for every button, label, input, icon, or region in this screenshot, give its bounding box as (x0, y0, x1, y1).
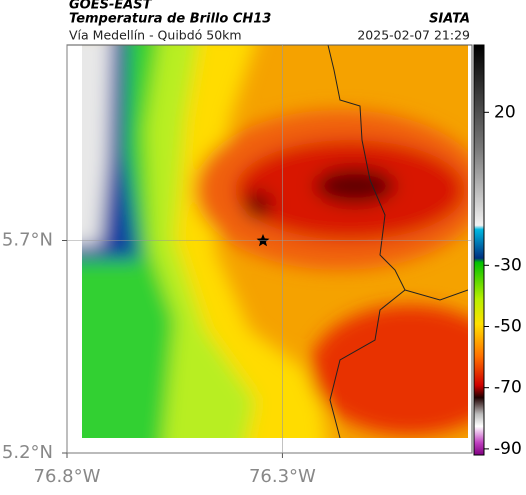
temperature-field (82, 45, 468, 438)
station-marker (256, 234, 270, 247)
region: Vía Medellín - Quibdó 50km (69, 28, 242, 43)
colorbar-tick-label: -70 (494, 378, 522, 398)
hot-core-2 (244, 191, 272, 219)
colorbar-tick-label: -90 (494, 439, 522, 459)
x-tick-label: 76.8°W (34, 466, 101, 487)
colorbar-tick-label: 20 (494, 102, 516, 122)
hot-zone-south (310, 305, 468, 435)
y-tick-label: 5.7°N (2, 230, 53, 251)
hot-core (315, 168, 395, 204)
borders (327, 45, 468, 438)
y-tick-label: 5.2°N (2, 442, 53, 463)
satellite: GOES-EAST (69, 0, 153, 13)
border-line (327, 45, 406, 438)
product: Temperatura de Brillo CH13 (69, 12, 271, 27)
datetime: 2025-02-07 21:29 (357, 28, 470, 43)
colorbar-tick-label: -50 (494, 316, 522, 336)
source: SIATA (429, 12, 470, 27)
empty-band (82, 438, 468, 453)
x-tick-label: 76.3°W (249, 466, 316, 487)
border-line (404, 289, 468, 301)
field-shapes (82, 45, 468, 438)
colorbar-tick-label: -30 (494, 255, 522, 275)
cold-cloud (82, 45, 112, 245)
colorbar (473, 44, 485, 456)
